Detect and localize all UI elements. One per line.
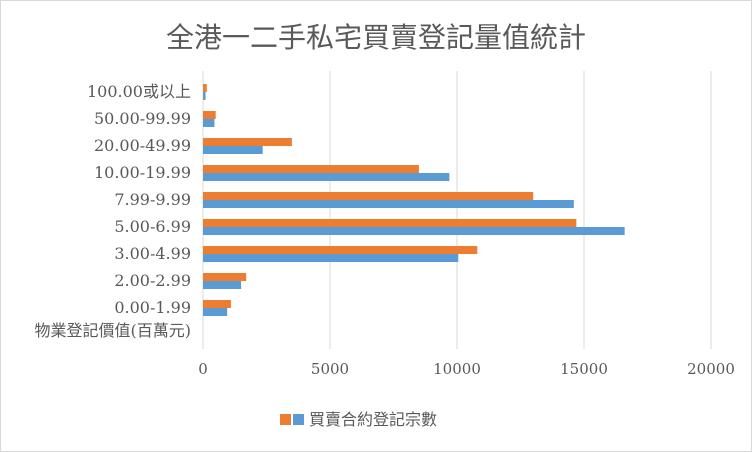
category-label: 5.00-6.99 (114, 217, 191, 236)
bar-series-2 (203, 281, 242, 289)
bar-series-1 (203, 138, 292, 146)
category-label: 20.00-49.99 (94, 136, 191, 155)
category-axis-title: 物業登記價值(百萬元) (35, 321, 192, 340)
category-label: 3.00-4.99 (114, 244, 191, 263)
bar-series-2 (203, 119, 215, 127)
bar-series-1 (203, 219, 577, 227)
bar-series-1 (203, 246, 478, 254)
legend-swatch-series-2 (293, 414, 304, 425)
bar-series-1 (203, 300, 231, 308)
bar-series-1 (203, 111, 216, 119)
x-tick-label: 0 (198, 360, 208, 378)
bar-series-1 (203, 165, 419, 173)
bar-series-2 (203, 173, 450, 181)
legend-label: 買賣合約登記宗數 (309, 410, 437, 429)
x-tick-labels: 0 5000 10000 15000 20000 (198, 360, 735, 378)
gridlines (202, 71, 712, 349)
category-labels: 0.00-1.99 2.00-2.99 3.00-4.99 5.00-6.99 7.99… (87, 82, 191, 317)
bar-series-1 (203, 273, 247, 281)
x-tick-label: 20000 (687, 360, 735, 378)
bar-series-2 (203, 227, 625, 235)
legend-swatch-series-1 (280, 414, 291, 425)
bar-series-2 (203, 92, 206, 100)
chart-title: 全港一二手私宅買賣登記量值統計 (166, 21, 586, 54)
bar-series-2 (203, 146, 263, 154)
bar-series-2 (203, 254, 459, 262)
category-label: 2.00-2.99 (114, 271, 191, 290)
category-label: 100.00或以上 (87, 82, 191, 101)
legend: 買賣合約登記宗數 (280, 410, 437, 429)
x-tick-label: 15000 (560, 360, 608, 378)
category-label: 10.00-19.99 (94, 163, 191, 182)
category-label: 0.00-1.99 (114, 298, 191, 317)
bar-series-2 (203, 308, 228, 316)
x-tick-label: 5000 (311, 360, 349, 378)
x-tick-label: 10000 (433, 360, 481, 378)
category-label: 50.00-99.99 (94, 109, 191, 128)
bar-series-1 (203, 84, 207, 92)
bar-series-2 (203, 200, 574, 208)
category-label: 7.99-9.99 (114, 190, 191, 209)
bars (203, 84, 625, 316)
bar-series-1 (203, 192, 534, 200)
